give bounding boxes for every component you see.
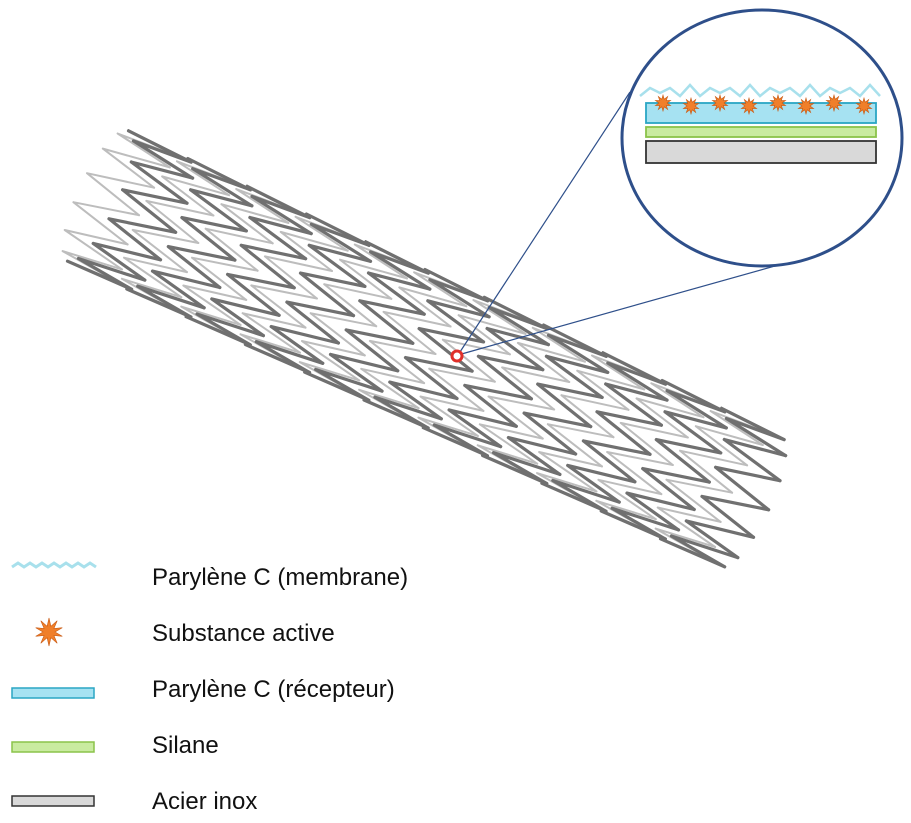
membrane-wave-icon: [11, 561, 97, 569]
stent-illustration: [61, 129, 788, 569]
legend-label-membrane: Parylène C (membrane): [152, 564, 409, 591]
legend-label-drug: Substance active: [152, 620, 335, 647]
zoom-membrane-line: [639, 83, 881, 98]
legend-label-silane: Silane: [152, 732, 219, 759]
zoom-steel-layer: [645, 140, 877, 164]
zoom-drug-particles: [654, 93, 873, 116]
receptor-layer-icon: [11, 687, 95, 699]
legend-label-steel: Acier inox: [152, 788, 258, 815]
callout-line-upper: [457, 91, 631, 356]
drug-star-icon: [35, 617, 63, 647]
zoom-magnifier: [620, 8, 904, 268]
legend-label-receptor: Parylène C (récepteur): [152, 676, 395, 703]
zoom-receptor-layer: [645, 102, 877, 124]
zoom-silane-layer: [645, 126, 877, 138]
silane-layer-icon: [11, 741, 95, 753]
zoom-point-marker: [450, 349, 464, 363]
callout-line-lower: [457, 263, 783, 356]
steel-layer-icon: [11, 795, 95, 807]
